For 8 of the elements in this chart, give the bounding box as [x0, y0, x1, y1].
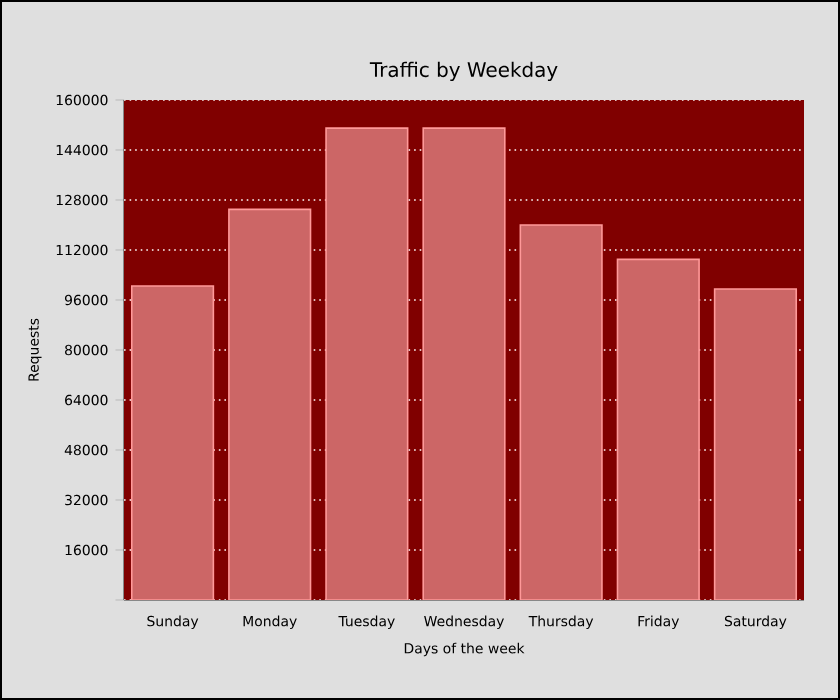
bar [616, 258, 700, 600]
bar [713, 288, 798, 600]
bar [422, 127, 506, 600]
bar [228, 208, 312, 600]
chart-title: Traffic by Weekday [369, 61, 558, 82]
bar [130, 285, 215, 600]
bar [325, 127, 409, 600]
bar [519, 224, 603, 600]
